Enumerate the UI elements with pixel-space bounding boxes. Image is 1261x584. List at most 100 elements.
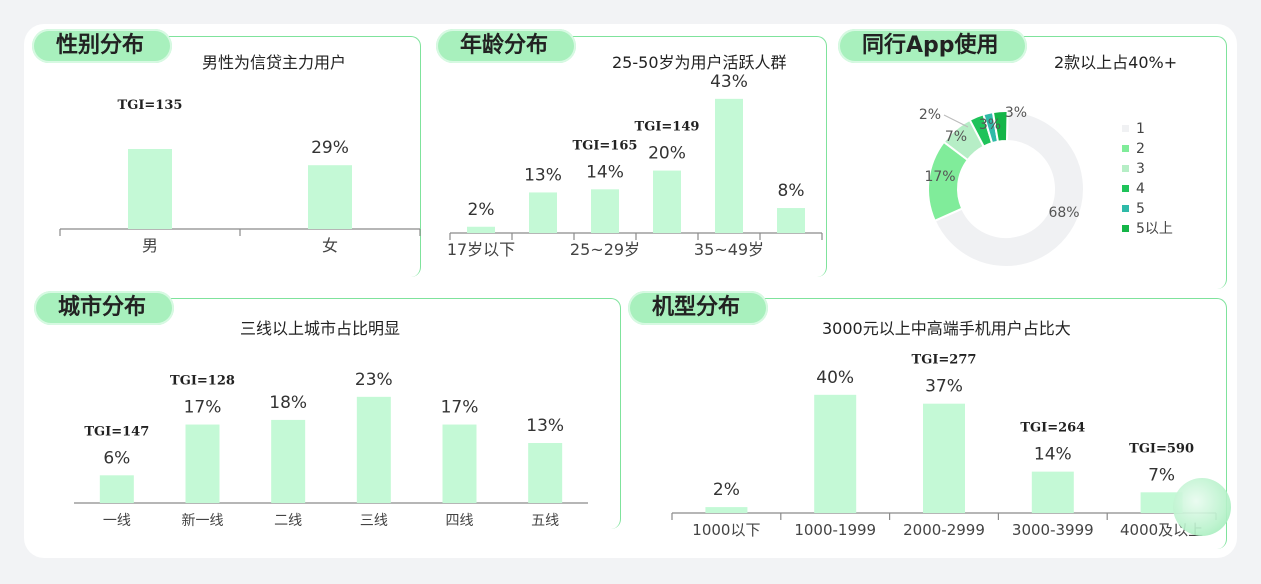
apps-chart: 68% 17% 7% 3% 2% 3% 1 2 3 4 5 5以上: [919, 105, 1173, 268]
category-label: 三线: [360, 513, 388, 529]
bar-四线: [442, 424, 477, 503]
bar-1000以下: [705, 507, 748, 513]
city-chart: 6% TGI=147 一线 17% TGI=128 新一线 18% 二线 23% 三线 17% 四线 1…: [74, 370, 588, 529]
tgi-label: TGI=264: [1020, 421, 1085, 436]
donut-value-label: 3%: [979, 117, 1001, 133]
city-panel: 城市分布 三线以上城市占比明显 6% TGI=147 一线 17% TGI=128 新一线…: [34, 291, 621, 529]
gender-subtitle: 男性为信贷主力用户: [202, 53, 347, 72]
age-panel: 年龄分布 25-50岁为用户活跃人群 2% 17岁以下 13% 14% TGI=165 2…: [436, 29, 827, 277]
category-label: 17岁以下: [447, 240, 515, 259]
apps-subtitle: 2款以上占40%+: [1054, 53, 1178, 72]
bar-新一线: [185, 424, 220, 503]
legend-label: 5: [1136, 201, 1145, 217]
legend-label: 3: [1136, 161, 1145, 177]
dashboard-board: 性别分布 男性为信贷主力用户 TGI=135 男 29% 女 年龄分布 25-50岁为…: [24, 24, 1237, 558]
tgi-label: TGI=277: [912, 353, 977, 368]
bar-二线: [271, 419, 306, 503]
city-title: 城市分布: [34, 291, 181, 325]
value-label: 18%: [269, 393, 307, 413]
age-chart: 2% 17岁以下 13% 14% TGI=165 25~29岁 20% TGI=149 43% 3…: [447, 72, 823, 259]
gender-chart: TGI=135 男 29% 女: [59, 98, 421, 255]
value-label: 17%: [184, 398, 222, 418]
age-title: 年龄分布: [436, 29, 583, 63]
value-label: 8%: [778, 181, 805, 201]
category-label: 四线: [446, 513, 474, 529]
legend-swatch: [1122, 205, 1129, 212]
bar-3000-3999: [1031, 471, 1074, 513]
category-label: 男: [142, 236, 158, 255]
bar-2000-2999: [923, 403, 965, 513]
bar-女: [308, 165, 352, 229]
donut-value-label: 68%: [1048, 205, 1079, 221]
bar-一线: [99, 475, 134, 503]
bar-item-3: [653, 170, 681, 233]
donut-value-label: 3%: [1005, 105, 1027, 121]
donut-slice-1: [933, 109, 1085, 268]
bar-1000-1999: [814, 394, 857, 513]
bar-17岁以下: [467, 226, 495, 233]
bar-item-1: [529, 192, 557, 233]
bar-男: [128, 149, 172, 229]
tgi-label: TGI=128: [170, 374, 235, 389]
value-label: 6%: [103, 448, 130, 468]
decorative-bubble: [1173, 478, 1231, 536]
value-label: 14%: [1034, 445, 1072, 465]
value-label: 13%: [526, 416, 564, 436]
category-label: 25~29岁: [570, 240, 640, 259]
bar-25~29岁: [591, 189, 619, 233]
bar-三线: [356, 396, 391, 503]
donut-slice-5以上: [991, 110, 1009, 143]
value-label: 2%: [713, 480, 740, 500]
value-label: 14%: [586, 162, 624, 182]
value-label: 43%: [710, 72, 748, 92]
value-label: 17%: [441, 398, 479, 418]
bar-35~49岁: [715, 98, 743, 233]
category-label: 一线: [103, 513, 131, 529]
leader-line: [943, 114, 969, 128]
legend-label: 4: [1136, 181, 1145, 197]
legend-label: 1: [1136, 121, 1145, 137]
phone-panel: 机型分布 3000元以上中高端手机用户占比大 2% 1000以下 40% 1000-1…: [628, 291, 1227, 549]
legend-swatch: [1122, 185, 1129, 192]
phone-subtitle: 3000元以上中高端手机用户占比大: [822, 319, 1071, 338]
apps-panel: 同行App使用 2款以上占40%+ 68% 17% 7% 3% 2% 3% 1 2 3 4 5 5以上: [838, 29, 1227, 289]
bar-五线: [528, 443, 563, 503]
value-label: 40%: [816, 368, 854, 388]
category-label: 3000-3999: [1012, 521, 1094, 539]
age-subtitle: 25-50岁为用户活跃人群: [612, 53, 787, 72]
legend-label: 5以上: [1136, 221, 1173, 237]
legend-swatch: [1122, 165, 1129, 172]
tgi-label: TGI=590: [1129, 441, 1194, 456]
value-label: 29%: [311, 138, 349, 158]
phone-chart: 2% 1000以下 40% 1000-1999 37% TGI=277 2000-2999 1…: [671, 353, 1217, 539]
legend-swatch: [1122, 225, 1129, 232]
city-subtitle: 三线以上城市占比明显: [240, 319, 401, 338]
category-label: 女: [322, 236, 338, 255]
tgi-label: TGI=165: [573, 138, 638, 153]
category-label: 2000-2999: [903, 521, 985, 539]
value-label: 20%: [648, 144, 686, 164]
gender-panel: 性别分布 男性为信贷主力用户 TGI=135 男 29% 女: [32, 29, 421, 277]
category-label: 35~49岁: [694, 240, 764, 259]
legend-swatch: [1122, 145, 1129, 152]
phone-title: 机型分布: [628, 291, 775, 325]
gender-title: 性别分布: [32, 29, 179, 63]
value-label: 2%: [468, 200, 495, 220]
tgi-label: TGI=149: [635, 120, 700, 135]
category-label: 1000以下: [692, 521, 760, 539]
bar-4000及以上: [1140, 492, 1183, 513]
donut-value-label: 2%: [919, 107, 941, 123]
donut-value-label: 17%: [924, 169, 955, 185]
category-label: 新一线: [182, 513, 224, 529]
category-label: 二线: [274, 513, 302, 529]
value-label: 7%: [1148, 465, 1175, 485]
category-label: 五线: [531, 513, 559, 529]
legend-label: 2: [1136, 141, 1145, 157]
bar-item-5: [777, 208, 805, 233]
tgi-label: TGI=147: [84, 424, 149, 439]
category-label: 1000-1999: [794, 521, 876, 539]
value-label: 23%: [355, 370, 393, 390]
value-label: 13%: [524, 165, 562, 185]
donut-value-label: 7%: [945, 129, 967, 145]
tgi-label: TGI=135: [118, 98, 183, 113]
